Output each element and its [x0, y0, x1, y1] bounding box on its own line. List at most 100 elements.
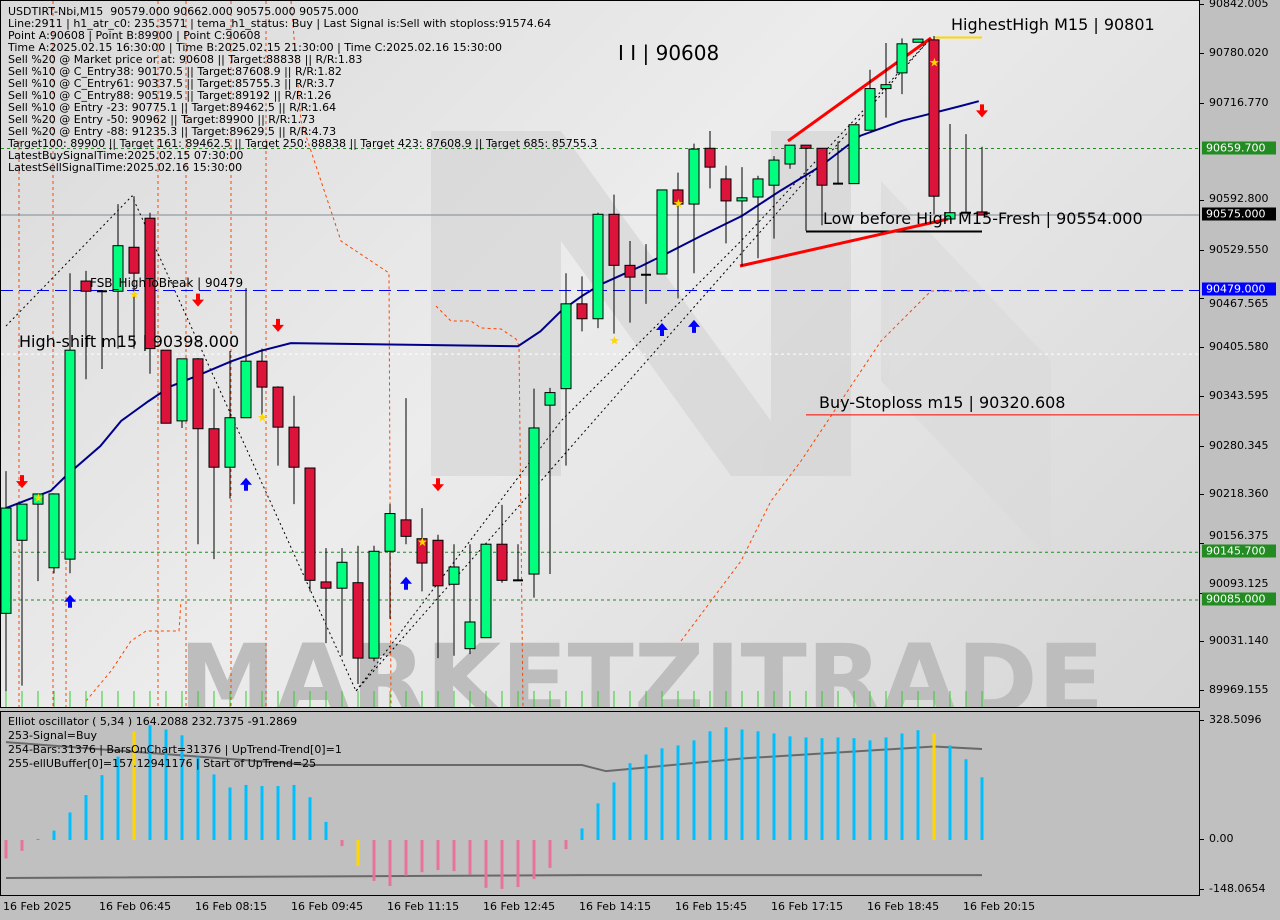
price-axis-tickmark: [1200, 445, 1204, 447]
candle-body: [64, 349, 76, 560]
volume-ticks: [5, 691, 983, 707]
info-line: Sell %20 @ Market price or at: 90608 || …: [8, 53, 363, 66]
oscillator-bar: [388, 840, 392, 887]
candle-body: [176, 358, 188, 422]
candle: [544, 387, 556, 575]
oscillator-canvas: [4, 725, 984, 889]
watermark-text: MARKETZITRADE: [179, 624, 1104, 707]
candle: [784, 144, 796, 169]
oscillator-bar: [868, 740, 872, 840]
low-before-high-label: Low before High M15-Fresh | 90554.000: [823, 209, 1143, 228]
price-axis-tickmark: [1200, 494, 1204, 496]
candle-body: [240, 360, 252, 419]
price-axis[interactable]: 90659.700 90575.000 90479.000 90145.700 9008…: [1200, 0, 1280, 708]
buy-arrow-icon: [64, 594, 76, 608]
candle-body: [816, 147, 828, 186]
oscillator-info-line: Elliot oscillator ( 5,34 ) 164.2088 232.…: [8, 715, 298, 728]
info-line: Point A:90608 | Point B:89900 | Point C:…: [8, 29, 261, 42]
candle: [144, 212, 156, 374]
candle-body: [752, 178, 764, 198]
price-axis-label: 90093.125: [1209, 576, 1269, 590]
candle-body: [400, 519, 412, 537]
oscillator-bar: [36, 838, 40, 840]
candle-body: [368, 550, 380, 659]
star-icon: ★: [609, 334, 620, 348]
candle-body: [768, 159, 780, 186]
oscillator-bar: [884, 737, 888, 840]
candle-body: [928, 39, 940, 197]
price-axis-label: 90156.375: [1209, 529, 1269, 543]
candle: [528, 388, 540, 598]
oscillator-bar: [948, 745, 952, 840]
candle: [912, 38, 924, 43]
price-chart[interactable]: MARKETZITRADE ★ ★ ★ ★ ★ ★ ★ USDTIRT-Nbi,M: [0, 0, 1200, 708]
star-icon: ★: [129, 287, 140, 301]
info-line: LatestSellSignalTime:2025.02.16 15:30:00: [8, 161, 243, 174]
price-axis-tickmark: [1200, 395, 1204, 397]
oscillator-bar: [516, 840, 520, 888]
oscillator-bar: [324, 821, 328, 840]
candle: [688, 143, 700, 274]
price-tag: 90085.000: [1202, 592, 1276, 606]
candle: [48, 493, 60, 574]
oscillator-bar: [100, 775, 104, 840]
candle: [736, 167, 748, 267]
time-axis-label: 16 Feb 11:15: [387, 900, 460, 913]
oscillator-axis-label: 328.5096: [1209, 712, 1262, 726]
oscillator-info-line: 255-ellUBuffer[0]=157.12941176 | Start o…: [8, 757, 317, 770]
price-axis-label: 90280.345: [1209, 438, 1269, 452]
time-axis-label: 16 Feb 18:45: [867, 900, 940, 913]
candle-body: [944, 212, 956, 220]
time-axis-label: 16 Feb 12:45: [483, 900, 556, 913]
candle: [496, 504, 508, 583]
oscillator-axis-label: -148.0654: [1209, 881, 1266, 895]
candle-body: [304, 467, 316, 581]
candle: [352, 545, 364, 685]
time-axis[interactable]: 16 Feb 2025 16 Feb 06:45 16 Feb 08:15 16 Fe…: [0, 897, 1200, 920]
candle: [576, 276, 588, 332]
oscillator-bar: [260, 786, 264, 840]
time-axis-label: 16 Feb 15:45: [675, 900, 748, 913]
candle: [448, 544, 460, 656]
oscillator-panel[interactable]: Elliot oscillator ( 5,34 ) 164.2088 232.…: [0, 711, 1200, 896]
price-axis-label: 90592.800: [1209, 192, 1269, 206]
oscillator-bar: [484, 840, 488, 888]
buy-stoploss-label: Buy-Stoploss m15 | 90320.608: [819, 393, 1066, 412]
candle: [928, 35, 940, 215]
oscillator-bar: [804, 737, 808, 840]
candle-body: [784, 144, 796, 165]
time-axis-label: 16 Feb 06:45: [99, 900, 172, 913]
candle: [336, 548, 348, 656]
candle-body: [448, 566, 460, 585]
star-icon: ★: [417, 535, 428, 549]
candle: [864, 69, 876, 131]
candle-body: [560, 303, 572, 390]
price-axis-label: 90343.595: [1209, 388, 1269, 402]
candle: [768, 156, 780, 239]
oscillator-bar: [676, 745, 680, 840]
candle: [256, 348, 268, 418]
candle: [672, 172, 684, 299]
candle-body: [80, 280, 92, 292]
buy-arrow-icon: [688, 319, 700, 333]
price-axis-label: 90218.360: [1209, 487, 1269, 501]
candle-body: [880, 84, 892, 90]
candle: [432, 534, 444, 659]
candle-body: [16, 503, 28, 541]
info-line: Sell %20 @ Entry -88: 91235.3 || Target:…: [8, 125, 337, 138]
candle-body: [352, 582, 364, 659]
oscillator-bar: [244, 784, 248, 840]
candle-body: [256, 360, 268, 388]
candle-body: [496, 543, 508, 581]
time-axis-label: 16 Feb 09:45: [291, 900, 364, 913]
candle-body: [464, 621, 476, 650]
time-axis-label: 16 Feb 17:15: [771, 900, 844, 913]
candle-body: [528, 427, 540, 575]
time-axis-label: 16 Feb 20:15: [963, 900, 1036, 913]
sell-arrow-icon: [16, 475, 28, 489]
candle-body: [336, 561, 348, 589]
star-icon: ★: [257, 411, 268, 425]
oscillator-bar: [692, 740, 696, 840]
price-axis-tickmark: [1200, 298, 1204, 300]
oscillator-bar: [644, 754, 648, 840]
